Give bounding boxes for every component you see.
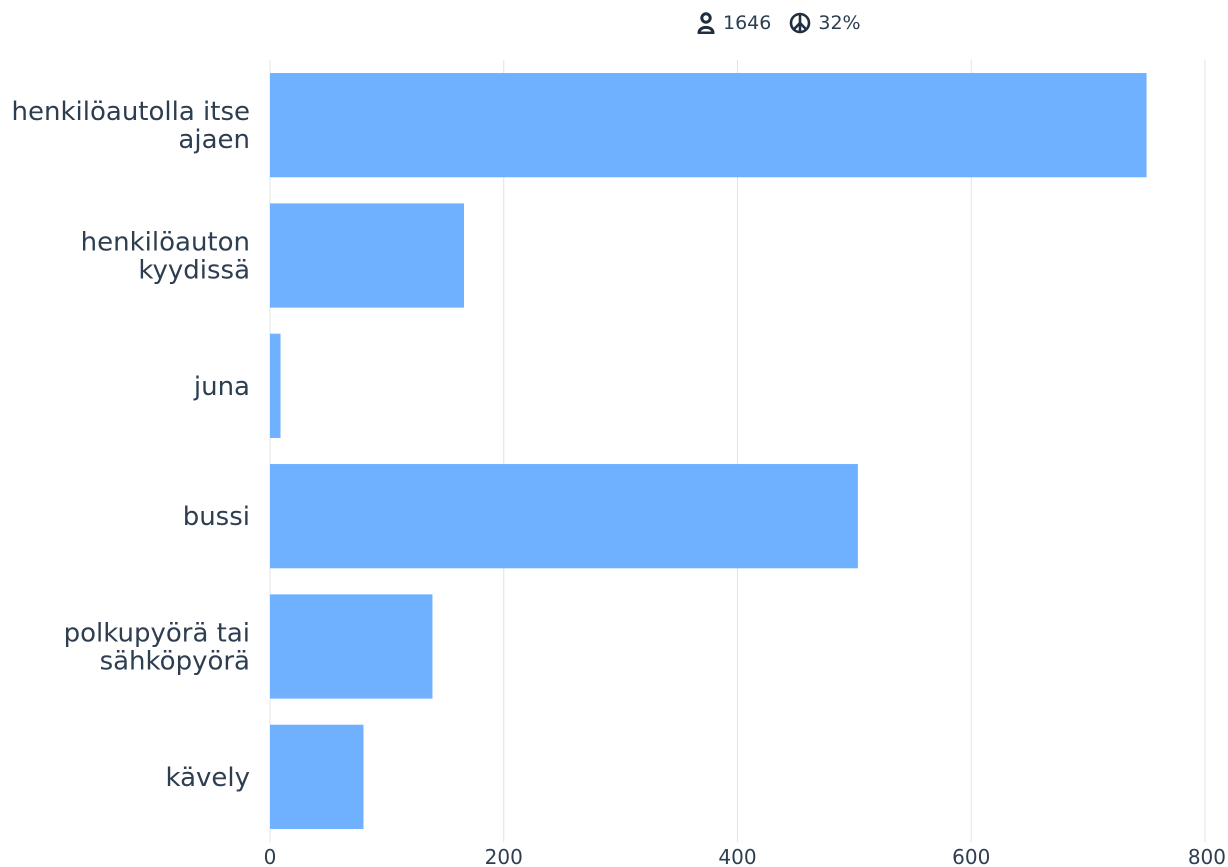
category-label-3: bussi xyxy=(183,502,250,532)
category-label-line: ajaen xyxy=(178,125,250,155)
x-tick-label-600: 600 xyxy=(952,845,990,867)
category-label-line: kävely xyxy=(165,763,250,793)
respondents-count: 1646 xyxy=(723,12,772,34)
bar-0 xyxy=(270,73,1147,178)
category-label-line: kyydissä xyxy=(138,256,250,286)
category-label-line: sähköpyörä xyxy=(100,647,250,677)
category-label-4: polkupyörä tai sähköpyörä xyxy=(64,619,250,677)
category-label-line: juna xyxy=(193,372,250,402)
category-label-1: henkilöauton kyydissä xyxy=(81,228,250,286)
bar-5 xyxy=(270,724,364,829)
category-label-line: polkupyörä tai xyxy=(64,619,250,649)
category-label-5: kävely xyxy=(165,763,250,793)
peace-icon xyxy=(789,12,811,34)
respondents-stat: 1646 xyxy=(696,12,771,34)
bar-3 xyxy=(270,464,858,569)
percentage-stat: 32% xyxy=(789,12,861,34)
gridlines xyxy=(269,60,1206,842)
x-tick-label-0: 0 xyxy=(264,845,277,867)
x-tick-labels: 0 200 400 600 800 xyxy=(264,845,1226,867)
x-tick-label-800: 800 xyxy=(1188,845,1226,867)
bars xyxy=(270,73,1147,829)
percentage-value: 32% xyxy=(818,12,861,34)
x-tick-label-200: 200 xyxy=(485,845,523,867)
x-tick-label-400: 400 xyxy=(718,845,756,867)
category-labels: henkilöautolla itse ajaen henkilöauton kyyd… xyxy=(12,97,250,793)
bar-1 xyxy=(270,203,465,308)
category-label-line: henkilöautolla itse xyxy=(12,97,250,127)
person-icon xyxy=(696,12,716,34)
category-label-line: bussi xyxy=(183,502,250,532)
category-label-0: henkilöautolla itse ajaen xyxy=(12,97,250,155)
stats-bar: 1646 32% xyxy=(696,8,861,38)
category-label-line: henkilöauton xyxy=(81,228,250,258)
category-label-2: juna xyxy=(193,372,250,402)
bar-4 xyxy=(270,594,433,699)
bar-2 xyxy=(270,333,281,438)
